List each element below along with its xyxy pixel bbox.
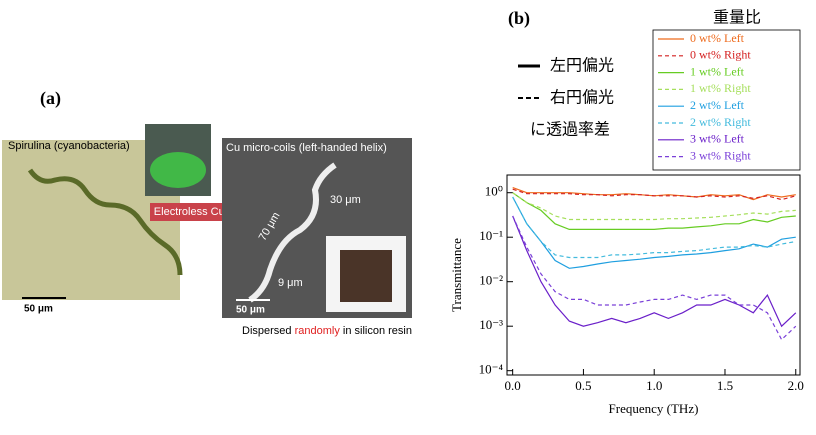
dimension: 9 μm <box>278 277 303 289</box>
legend-label: 1 wt% Right <box>690 81 751 95</box>
legend-label: 0 wt% Right <box>690 48 751 62</box>
legend-label: 2 wt% Left <box>690 98 745 112</box>
annotation: 右円偏光 <box>550 88 614 107</box>
legend-label: 3 wt% Left <box>690 132 745 146</box>
x-tick-label: 1.0 <box>646 378 662 393</box>
y-tick-label: 10⁻¹ <box>479 228 503 243</box>
y-tick-label: 10⁰ <box>485 184 503 199</box>
y-tick-label: 10⁻³ <box>479 317 503 332</box>
figure: (a) Spirulina (cyanobacteria) 50 μm Elec… <box>0 0 816 430</box>
series-line <box>513 189 796 199</box>
caption: Cu micro-coils (left-handed helix) <box>226 142 387 154</box>
legend-title: 重量比 <box>713 8 761 27</box>
dimension: 30 μm <box>330 194 361 206</box>
caption-part: Dispersed <box>242 325 295 337</box>
legend-label: 3 wt% Right <box>690 148 751 162</box>
plot-frame <box>507 175 800 375</box>
series-line <box>513 216 796 340</box>
caption-part: in silicon resin <box>340 325 412 337</box>
x-axis-label: Frequency (THz) <box>609 401 699 416</box>
panel-label: (a) <box>40 88 61 109</box>
y-tick-label: 10⁻⁴ <box>479 362 504 377</box>
x-tick-label: 0.0 <box>505 378 521 393</box>
x-tick-label: 2.0 <box>788 378 804 393</box>
vial-glow <box>150 152 206 188</box>
scale-label: 50 μm <box>236 305 265 316</box>
page: (a) Spirulina (cyanobacteria) 50 μm Elec… <box>0 0 816 430</box>
scale-label: 50 μm <box>24 304 53 315</box>
y-tick-label: 10⁻² <box>479 273 503 288</box>
series-line <box>513 193 796 220</box>
caption: Spirulina (cyanobacteria) <box>8 140 130 152</box>
series-line <box>513 216 796 326</box>
legend-label: 0 wt% Left <box>690 31 745 45</box>
annotation: 左円偏光 <box>550 56 614 75</box>
resin-sample <box>340 250 392 302</box>
legend-label: 1 wt% Left <box>690 64 745 78</box>
series-line <box>513 197 796 258</box>
annotation: に透過率差 <box>530 120 610 139</box>
legend-label: 2 wt% Right <box>690 115 751 129</box>
y-axis-label: Transmittance <box>449 238 464 312</box>
x-tick-label: 0.5 <box>575 378 591 393</box>
x-tick-label: 1.5 <box>717 378 733 393</box>
series-line <box>513 197 796 268</box>
panel-label: (b) <box>508 8 530 29</box>
caption-highlight: randomly <box>295 325 341 337</box>
resin-caption: Dispersed randomly in silicon resin <box>242 325 412 337</box>
